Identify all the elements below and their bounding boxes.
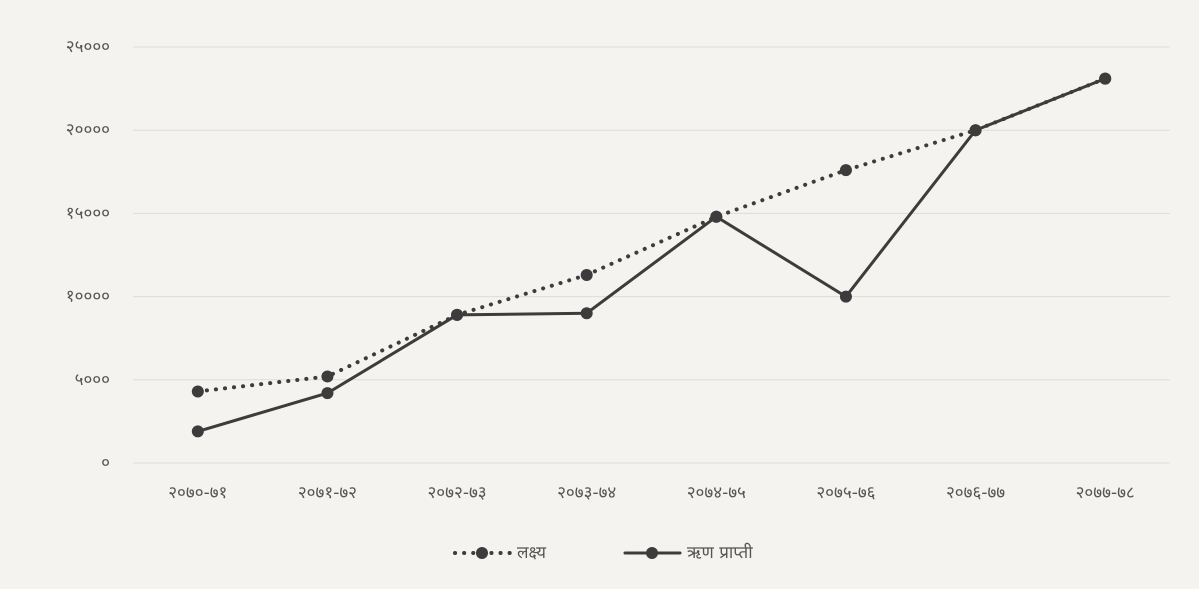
data-point xyxy=(191,425,204,438)
data-point xyxy=(580,307,593,320)
legend-marker xyxy=(476,547,488,559)
x-tick-label: २०७३-७४ xyxy=(557,483,616,503)
legend-label: ऋण प्राप्ती xyxy=(687,542,753,563)
x-tick-label: २०७४-७५ xyxy=(687,483,746,503)
x-tick-label: २०७५-७६ xyxy=(816,483,875,503)
x-tick-label: २०७०-७१ xyxy=(168,483,227,503)
series-line xyxy=(196,77,1107,433)
data-point xyxy=(321,370,334,383)
y-tick-label: २५००० xyxy=(66,37,110,57)
series-line xyxy=(195,76,1108,394)
y-tick-label: १०००० xyxy=(66,287,110,307)
data-point xyxy=(191,385,204,398)
x-tick-label: २०७७-७८ xyxy=(1076,483,1135,503)
data-point xyxy=(580,268,593,281)
y-tick-label: १५००० xyxy=(66,203,110,223)
data-point xyxy=(839,290,852,303)
legend-marker xyxy=(646,547,658,559)
data-point xyxy=(1099,72,1112,85)
x-tick-label: २०७६-७७ xyxy=(946,483,1005,503)
data-point xyxy=(710,210,723,223)
y-tick-label: २०००० xyxy=(66,120,110,140)
y-tick-label: ५००० xyxy=(75,370,110,390)
x-tick-label: २०७१-७२ xyxy=(298,483,357,503)
y-tick-label: ० xyxy=(101,453,110,473)
data-point xyxy=(969,124,982,137)
data-point xyxy=(451,308,464,321)
x-tick-label: २०७२-७३ xyxy=(427,483,486,503)
legend-label: लक्ष्य xyxy=(517,543,547,563)
data-point xyxy=(321,387,334,400)
data-point xyxy=(839,164,852,177)
